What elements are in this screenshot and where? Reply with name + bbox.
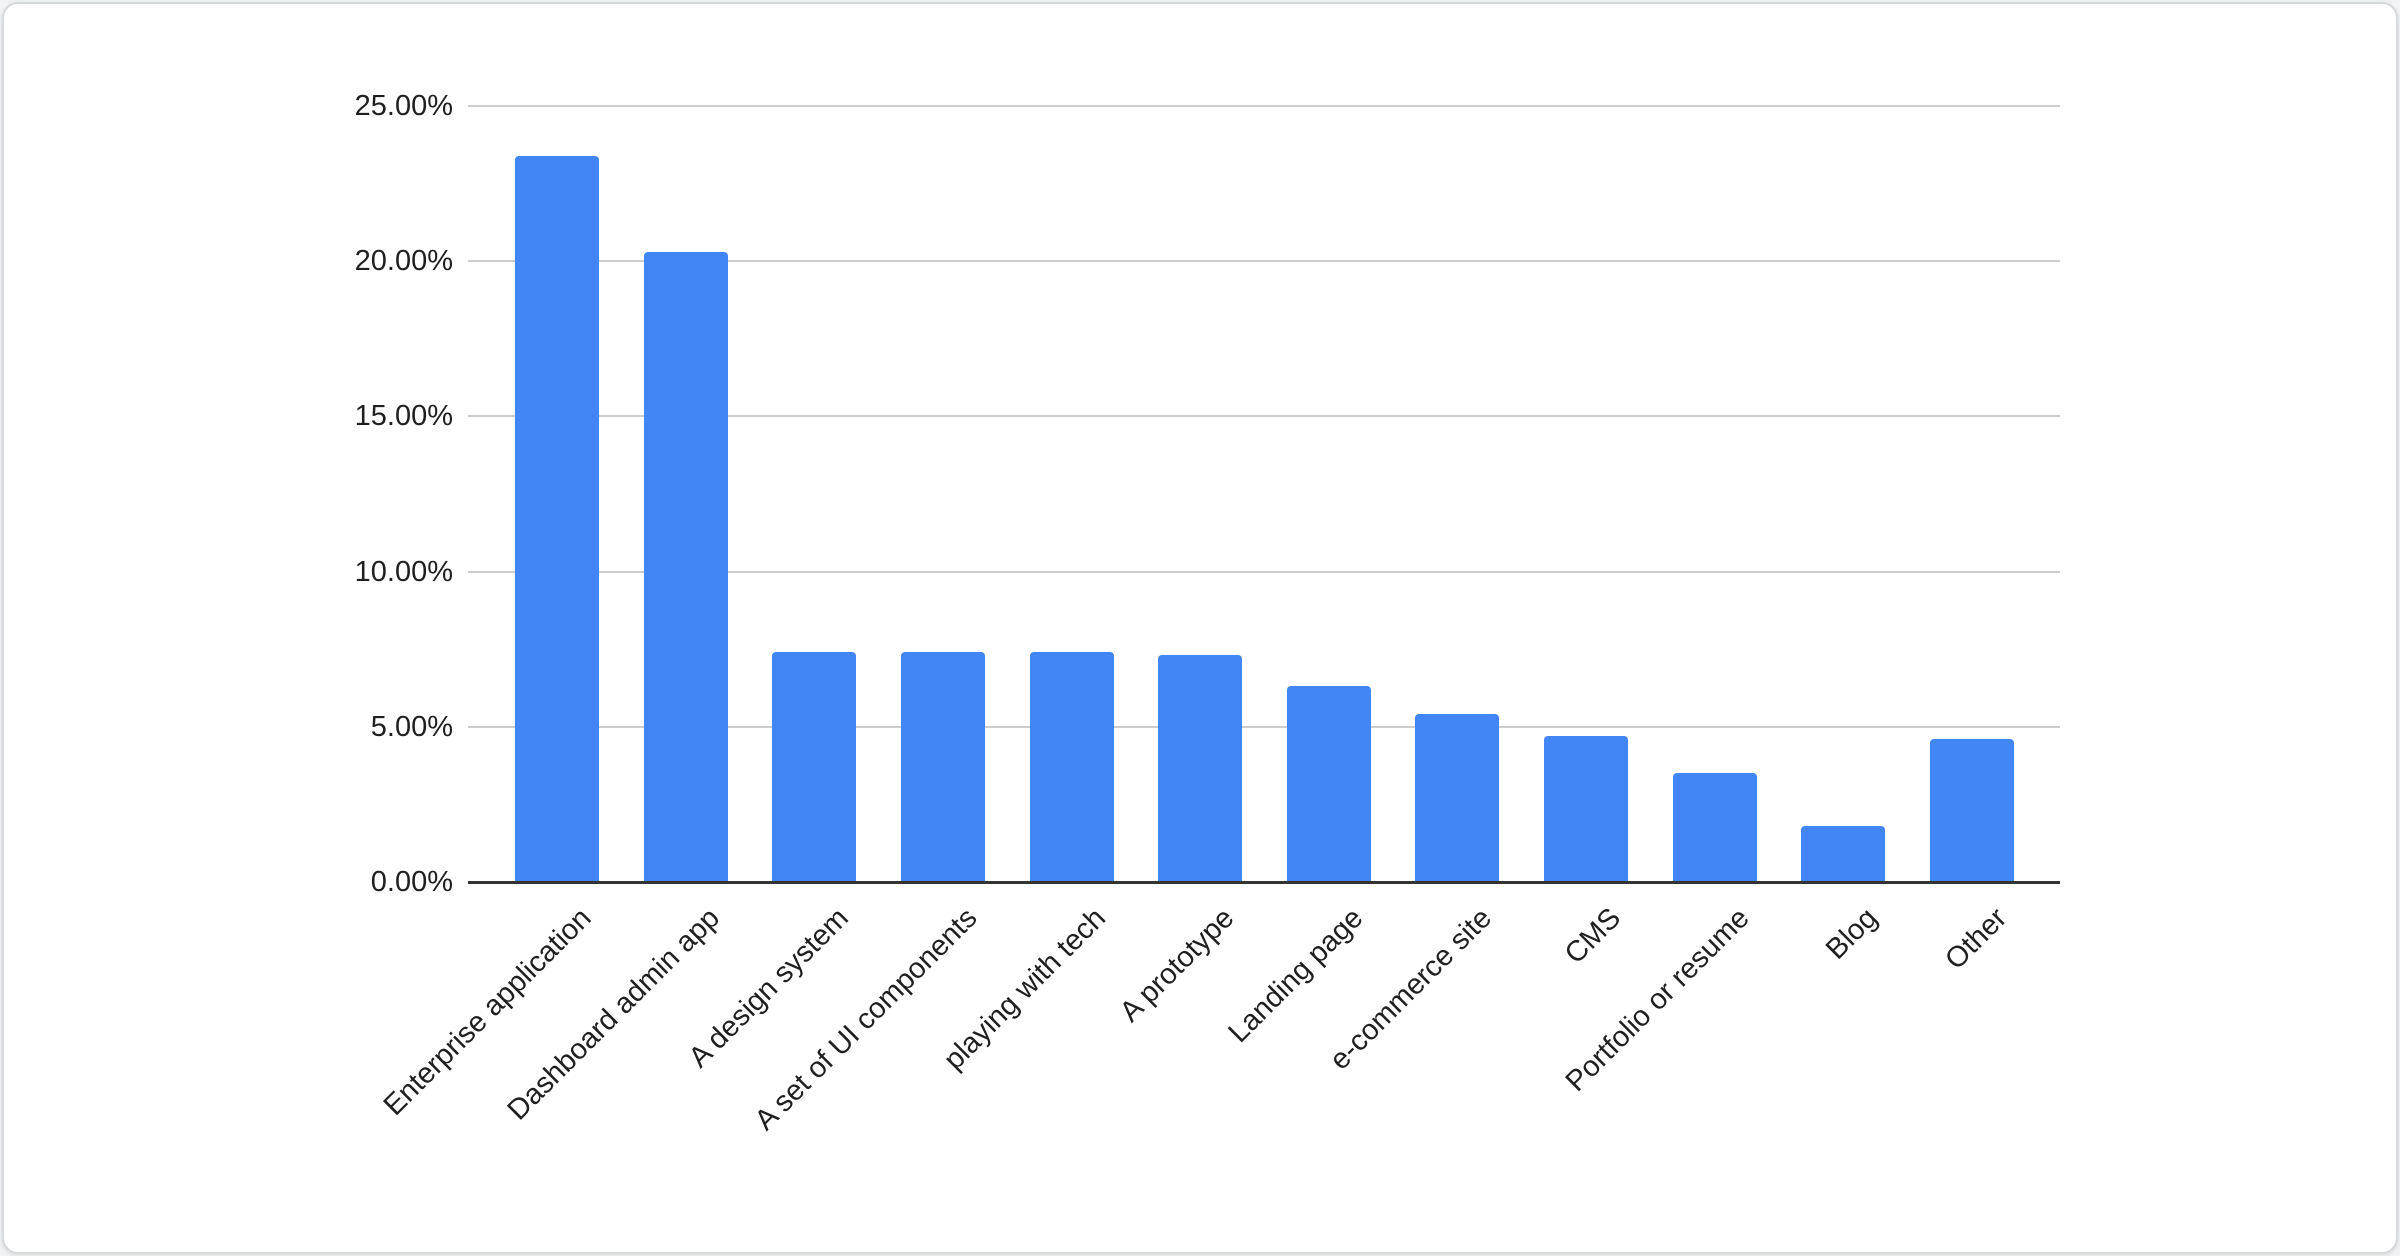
x-tick-label: Blog: [1820, 902, 1885, 966]
x-tick-label: Landing page: [1222, 902, 1370, 1049]
bar-playing-with-tech[interactable]: [1029, 652, 1114, 882]
bar-a-set-of-ui-components[interactable]: [900, 652, 985, 882]
gridline-15.00%: [468, 415, 2060, 418]
y-tick-label: 5.00%: [370, 710, 453, 743]
bar-other[interactable]: [1930, 739, 2015, 882]
bar-landing-page[interactable]: [1286, 686, 1371, 882]
x-tick-label: Enterprise application: [377, 902, 598, 1122]
y-tick-label: 20.00%: [354, 245, 453, 278]
x-tick-label: A prototype: [1114, 902, 1241, 1029]
gridline-20.00%: [468, 260, 2060, 263]
bar-enterprise-application[interactable]: [515, 155, 599, 882]
x-axis-line: [468, 881, 2060, 884]
x-tick-label: Dashboard admin app: [501, 902, 727, 1127]
bar-dashboard-admin-app[interactable]: [643, 251, 728, 882]
gridline-10.00%: [468, 570, 2060, 573]
y-tick-label: 15.00%: [354, 400, 453, 433]
y-tick-label: 25.00%: [354, 90, 453, 122]
x-tick-label: A set of UI components: [748, 902, 984, 1137]
bar-a-design-system[interactable]: [772, 652, 857, 882]
y-tick-label: 10.00%: [354, 555, 453, 588]
x-tick-label: Other: [1938, 902, 2013, 976]
gridline-5.00%: [468, 725, 2060, 728]
bar-e-commerce-site[interactable]: [1415, 714, 1500, 882]
bar-a-prototype[interactable]: [1158, 655, 1243, 882]
bar-portfolio-or-resume[interactable]: [1672, 773, 1757, 882]
y-tick-label: 0.00%: [370, 866, 453, 898]
gridline-25.00%: [468, 105, 2060, 107]
x-tick-label: CMS: [1558, 902, 1627, 971]
bar-cms[interactable]: [1544, 736, 1629, 882]
bar-blog[interactable]: [1801, 826, 1886, 882]
